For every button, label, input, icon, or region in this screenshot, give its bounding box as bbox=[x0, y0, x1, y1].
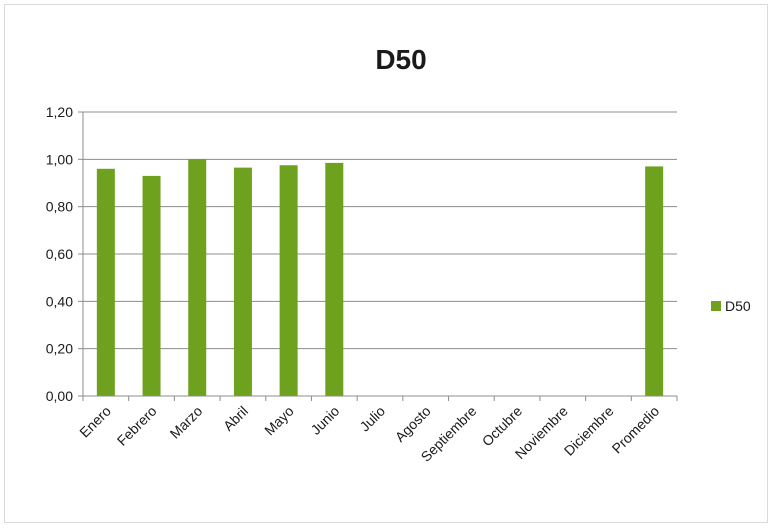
axes bbox=[82, 112, 677, 397]
bar-chart: D50 0,00 0,20 0,40 0,60 0,80 1,00 1,20 Enero Fe… bbox=[46, 44, 751, 465]
bar bbox=[233, 167, 252, 396]
y-tick-label: 0,40 bbox=[46, 293, 73, 309]
x-tick-label: Enero bbox=[76, 403, 114, 441]
bar bbox=[142, 175, 161, 396]
gridlines bbox=[83, 111, 677, 350]
x-tick-label: Junio bbox=[307, 403, 342, 438]
x-tick-label: Marzo bbox=[167, 403, 206, 442]
x-tick-label: Promedio bbox=[609, 403, 663, 457]
bar bbox=[188, 159, 207, 396]
bar bbox=[279, 165, 298, 396]
bar bbox=[645, 166, 664, 396]
y-axis-ticks: 0,00 0,20 0,40 0,60 0,80 1,00 1,20 bbox=[46, 104, 83, 404]
chart-title: D50 bbox=[375, 44, 426, 75]
x-tick-label: Julio bbox=[356, 403, 388, 435]
legend: D50 bbox=[711, 298, 751, 314]
legend-swatch bbox=[711, 301, 721, 311]
chart-frame: D50 0,00 0,20 0,40 0,60 0,80 1,00 1,20 Enero Fe… bbox=[4, 4, 768, 523]
bars bbox=[96, 159, 664, 396]
x-tick-label: Abril bbox=[220, 403, 251, 434]
legend-label: D50 bbox=[725, 298, 751, 314]
x-tick-label: Febrero bbox=[114, 403, 160, 449]
x-tick-label: Diciembre bbox=[561, 403, 617, 459]
bar bbox=[325, 162, 344, 396]
y-tick-label: 0,00 bbox=[46, 388, 73, 404]
y-tick-label: 0,20 bbox=[46, 341, 73, 357]
bar bbox=[96, 168, 115, 396]
x-axis-ticks: Enero Febrero Marzo Abril Mayo Junio Julio Agos… bbox=[76, 396, 678, 465]
y-tick-label: 0,80 bbox=[46, 199, 73, 215]
y-tick-label: 0,60 bbox=[46, 246, 73, 262]
x-tick-label: Mayo bbox=[261, 403, 297, 439]
y-tick-label: 1,00 bbox=[46, 151, 73, 167]
x-tick-label: Agosto bbox=[392, 403, 434, 445]
x-tick-label: Octubre bbox=[479, 403, 526, 450]
y-tick-label: 1,20 bbox=[46, 104, 73, 120]
